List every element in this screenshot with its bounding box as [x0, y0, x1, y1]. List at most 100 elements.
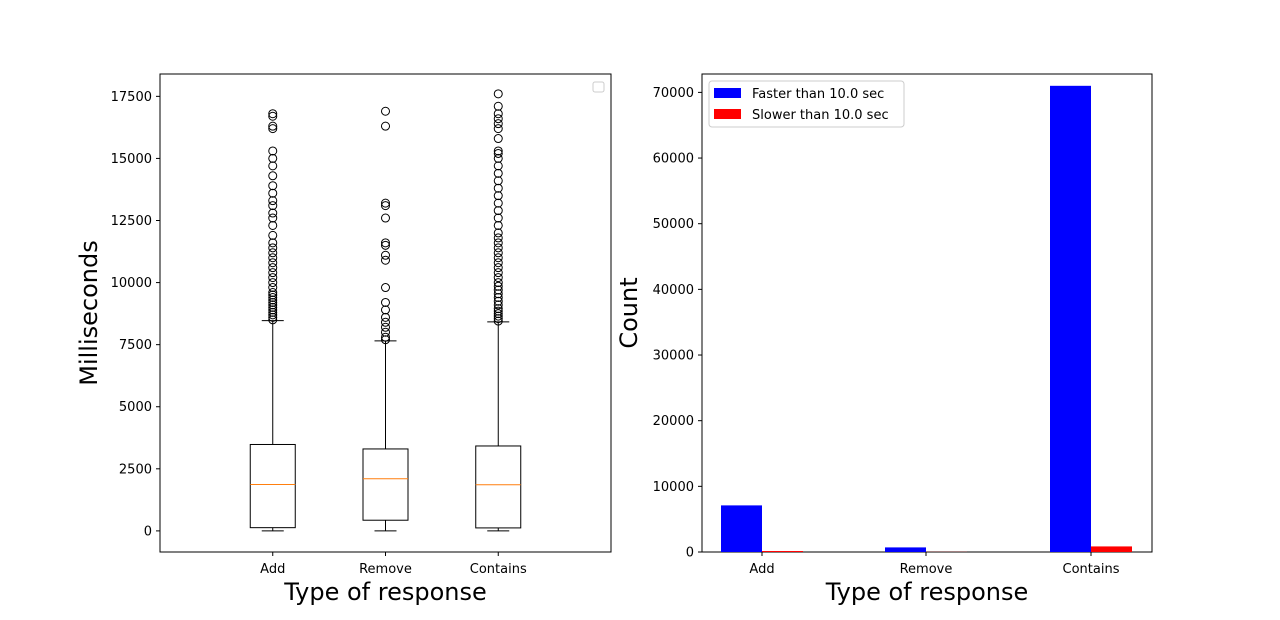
- boxplot-outlier: [381, 332, 390, 342]
- bar-ytick-label: 10000: [653, 480, 694, 495]
- boxplot-xtick-label: Contains: [470, 562, 527, 577]
- boxplot-outlier: [381, 255, 390, 265]
- boxplot-outlier: [493, 253, 503, 263]
- boxplot-outlier: [493, 263, 503, 273]
- boxplot-outlier: [381, 213, 390, 223]
- boxplot-outlier: [268, 213, 278, 223]
- boxplot-outlier: [493, 258, 503, 268]
- boxplot-outlier: [381, 240, 390, 250]
- boxplot-ytick-label: 7500: [119, 338, 152, 353]
- boxplot-outlier: [268, 243, 278, 253]
- boxplot-outlier: [268, 201, 278, 211]
- bar-legend-label: Faster than 10.0 sec: [752, 87, 884, 102]
- boxplot-outlier: [268, 312, 278, 322]
- boxplot-outlier: [268, 268, 278, 278]
- boxplot-outlier: [268, 124, 278, 134]
- boxplot-outlier: [493, 278, 503, 288]
- boxplot-outlier: [381, 121, 390, 131]
- boxplot-outlier: [268, 171, 278, 181]
- boxplot-outlier: [268, 146, 278, 156]
- bar-legend-swatch: [714, 109, 741, 119]
- boxplot-box: [475, 445, 522, 529]
- boxplot-outlier: [493, 114, 503, 124]
- boxplot-outlier: [493, 89, 503, 99]
- boxplot-ytick-label: 0: [144, 524, 152, 539]
- boxplot-outlier: [268, 181, 278, 191]
- boxplot-outlier: [268, 230, 278, 240]
- boxplot-outlier: [381, 283, 390, 293]
- boxplot-outlier: [268, 121, 278, 131]
- bar-xlabel: Type of response: [825, 578, 1029, 606]
- boxplot-outlier: [268, 310, 278, 320]
- bar-ytick-label: 70000: [653, 86, 694, 101]
- boxplot-xlabel: Type of response: [283, 578, 487, 606]
- bar-legend-label: Slower than 10.0 sec: [752, 108, 889, 123]
- boxplot-outlier: [493, 206, 503, 216]
- bar-legend: Faster than 10.0 sec Slower than 10.0 sec: [708, 80, 905, 128]
- boxplot-outlier: [493, 273, 503, 283]
- boxplot-outlier: [268, 196, 278, 206]
- boxplot-box-group: [475, 89, 522, 532]
- boxplot-ytick-label: 12500: [111, 214, 152, 229]
- boxplot-outlier: [493, 176, 503, 186]
- boxplot-xtick-label: Add: [260, 562, 285, 577]
- boxplot-outlier: [268, 208, 278, 218]
- boxplot-outlier: [268, 263, 278, 273]
- bar-ylabel: Count: [615, 277, 643, 348]
- bar-faster: [1050, 85, 1091, 553]
- boxplot-outlier: [493, 228, 503, 238]
- boxplot-outlier: [268, 292, 278, 302]
- boxplot-outlier: [493, 146, 503, 156]
- boxplot-outlier: [493, 311, 503, 321]
- boxplot-outlier: [493, 213, 503, 223]
- boxplot-outlier: [493, 316, 503, 326]
- boxplot-outlier: [493, 198, 503, 208]
- boxplot-box: [249, 443, 296, 529]
- boxplot-outlier: [268, 248, 278, 258]
- boxplot-outlier: [268, 109, 278, 119]
- boxplot-outlier: [381, 201, 390, 211]
- bar-faster: [885, 547, 926, 552]
- boxplot-outlier: [381, 297, 390, 307]
- boxplot-outlier: [493, 268, 503, 278]
- boxplot-outlier: [268, 111, 278, 121]
- boxplot-outlier: [268, 273, 278, 283]
- boxplot-outlier: [493, 309, 503, 319]
- boxplot-outlier: [493, 292, 503, 302]
- boxplot-outlier: [268, 188, 278, 198]
- bar-ytick-label: 50000: [653, 217, 694, 232]
- bar-ytick-label: 60000: [653, 152, 694, 167]
- bar-xtick-label: Add: [749, 562, 774, 577]
- boxplot-outlier: [381, 198, 390, 208]
- boxplot-outlier: [493, 109, 503, 119]
- boxplot-outlier: [381, 250, 390, 260]
- boxplot-outlier: [493, 281, 503, 291]
- boxplot-outlier: [268, 290, 278, 300]
- boxplot-outlier: [493, 148, 503, 158]
- boxplot-outlier: [493, 304, 503, 314]
- boxplot-outlier: [493, 183, 503, 193]
- boxplot-ylabel: Milliseconds: [75, 240, 103, 385]
- bar-faster: [721, 505, 762, 552]
- boxplot-outlier: [268, 295, 278, 305]
- boxplot-ytick-label: 15000: [111, 152, 152, 167]
- bar-slower: [1091, 546, 1132, 552]
- boxplot-outlier: [381, 305, 390, 315]
- boxplot-outlier: [493, 238, 503, 248]
- boxplot-outlier: [381, 317, 390, 327]
- boxplot-outlier: [268, 288, 278, 298]
- boxplot-legend: [592, 81, 605, 93]
- bar-chart: 0 10000 20000 30000 40000 50000 60000 70000 Add R…: [615, 73, 1153, 606]
- bar-xtick-label: Contains: [1063, 562, 1120, 577]
- boxplot-box: [362, 448, 409, 521]
- boxplot-ytick-label: 17500: [111, 90, 152, 105]
- boxplot-outlier: [268, 253, 278, 263]
- boxplot-outlier: [268, 258, 278, 268]
- bar-xtick-label: Remove: [900, 562, 953, 577]
- boxplot-outlier: [493, 243, 503, 253]
- boxplot-box-group: [362, 106, 409, 532]
- boxplot-chart: 0 2500 5000 7500 10000 12500 15000 17500 Add Remo…: [75, 73, 612, 606]
- boxplot-outlier: [493, 314, 503, 324]
- boxplot-outlier: [381, 335, 390, 345]
